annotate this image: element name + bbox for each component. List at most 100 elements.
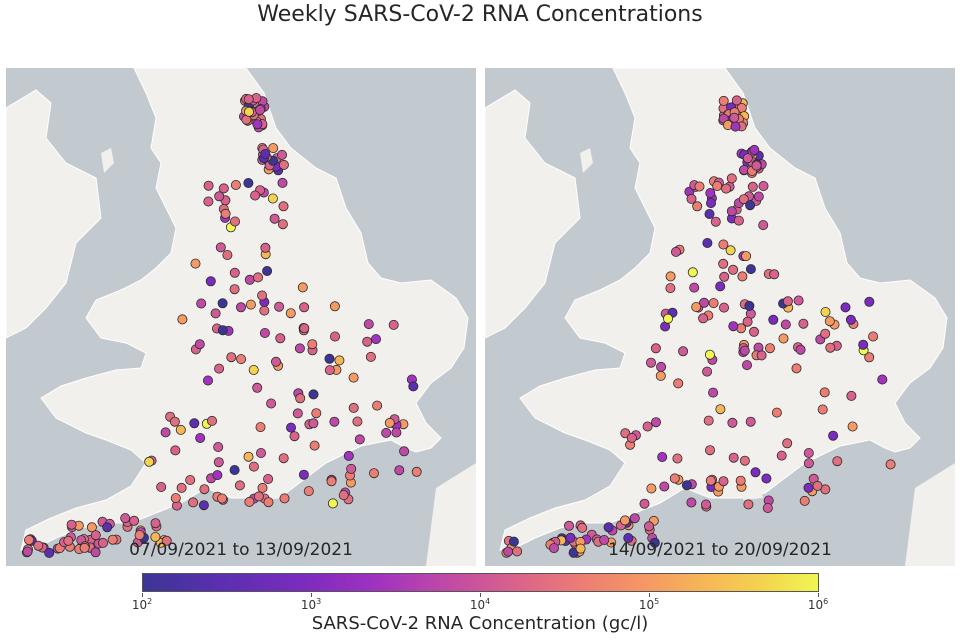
sampling-site-marker	[694, 181, 705, 192]
france-coast	[426, 463, 476, 566]
sampling-site-marker	[672, 453, 683, 464]
sampling-site-marker	[751, 160, 762, 171]
sampling-site-marker	[803, 482, 814, 493]
sampling-site-marker	[189, 418, 200, 429]
sampling-site-marker	[731, 95, 742, 106]
sampling-site-marker	[699, 297, 710, 308]
sampling-site-marker	[776, 450, 787, 461]
sampling-site-marker	[712, 181, 723, 192]
sampling-site-marker	[250, 190, 261, 201]
sampling-site-marker	[626, 432, 637, 443]
sampling-site-marker	[215, 242, 226, 253]
sampling-site-marker	[243, 178, 254, 189]
sampling-site-marker	[762, 502, 773, 513]
colorbar-tick-label: 103	[300, 597, 322, 612]
sampling-site-marker	[243, 94, 254, 105]
sampling-site-marker	[758, 181, 769, 192]
sampling-site-marker	[354, 434, 365, 445]
sampling-site-marker	[177, 314, 188, 325]
sampling-site-marker	[623, 532, 634, 543]
sampling-site-marker	[819, 387, 830, 398]
sampling-site-marker	[303, 486, 314, 497]
sampling-site-marker	[704, 445, 715, 456]
sampling-site-marker	[226, 352, 237, 363]
colorbar-tick	[818, 593, 819, 597]
sampling-site-marker	[169, 416, 180, 427]
sampling-site-marker	[134, 530, 145, 541]
sampling-site-marker	[244, 274, 255, 285]
sampling-site-marker	[791, 363, 802, 374]
sampling-site-marker	[365, 351, 376, 362]
sampling-site-marker	[289, 431, 300, 442]
sampling-site-marker	[384, 417, 395, 428]
sampling-site-marker	[259, 327, 270, 338]
sampling-site-marker	[285, 422, 296, 433]
sampling-site-marker	[326, 476, 337, 487]
sampling-site-marker	[278, 159, 289, 170]
sampling-site-marker	[352, 416, 363, 427]
sampling-site-marker	[253, 491, 264, 502]
sampling-site-marker	[120, 513, 131, 524]
sampling-site-marker	[650, 343, 661, 354]
sampling-site-marker	[185, 474, 196, 485]
sampling-site-marker	[252, 382, 263, 393]
sampling-site-marker	[782, 296, 793, 307]
sampling-site-marker	[845, 314, 856, 325]
sampling-site-marker	[817, 404, 828, 415]
sampling-site-marker	[764, 343, 775, 354]
sampling-site-marker	[670, 246, 681, 257]
sampling-site-marker	[411, 466, 422, 477]
sampling-site-marker	[828, 430, 839, 441]
isle-of-man	[101, 148, 114, 173]
sampling-site-marker	[619, 515, 630, 526]
sampling-site-marker	[739, 345, 750, 356]
sampling-site-marker	[756, 350, 767, 361]
sampling-site-marker	[702, 237, 713, 248]
figure-title: Weekly SARS-CoV-2 RNA Concentrations	[257, 2, 703, 27]
sampling-site-marker	[771, 407, 782, 418]
sampling-site-marker	[308, 418, 319, 429]
sampling-site-marker	[703, 415, 714, 426]
sampling-site-marker	[63, 535, 74, 546]
sampling-site-marker	[363, 319, 374, 330]
sampling-site-marker	[549, 543, 560, 554]
sampling-site-marker	[748, 326, 759, 337]
sampling-site-marker	[749, 144, 760, 155]
sampling-site-marker	[691, 301, 702, 312]
sampling-site-marker	[66, 519, 77, 530]
sampling-site-marker	[195, 432, 206, 443]
sampling-site-marker	[727, 417, 738, 428]
sampling-site-marker	[243, 106, 254, 117]
sampling-site-marker	[362, 336, 373, 347]
sampling-site-marker	[190, 258, 201, 269]
sampling-site-marker	[665, 283, 676, 294]
sampling-site-marker	[278, 453, 289, 464]
sampling-site-marker	[263, 473, 274, 484]
sampling-site-marker	[565, 532, 576, 543]
sampling-site-marker	[698, 313, 709, 324]
sampling-site-marker	[780, 319, 791, 330]
sampling-site-marker	[274, 301, 285, 312]
sampling-site-marker	[769, 269, 780, 280]
sampling-site-marker	[665, 271, 676, 282]
sampling-site-marker	[704, 208, 715, 219]
sampling-site-marker	[248, 461, 259, 472]
sampling-site-marker	[877, 374, 888, 385]
sampling-site-marker	[733, 215, 744, 226]
sampling-site-marker	[277, 219, 288, 230]
sampling-site-marker	[726, 173, 737, 184]
sampling-site-marker	[44, 547, 55, 558]
sampling-site-marker	[277, 177, 288, 188]
map-panel-week-1: 07/09/2021 to 13/09/2021	[6, 68, 476, 566]
sampling-site-marker	[161, 535, 172, 546]
sampling-site-marker	[144, 456, 155, 467]
sampling-site-marker	[278, 201, 289, 212]
sampling-site-marker	[252, 119, 263, 130]
sampling-site-marker	[259, 305, 270, 316]
colorbar-label: SARS-CoV-2 RNA Concentration (gc/l)	[311, 613, 649, 634]
sampling-site-marker	[678, 346, 689, 357]
sampling-site-marker	[348, 402, 359, 413]
colorbar-tick	[649, 593, 650, 597]
sampling-site-marker	[298, 469, 309, 480]
sampling-site-marker	[639, 498, 650, 509]
